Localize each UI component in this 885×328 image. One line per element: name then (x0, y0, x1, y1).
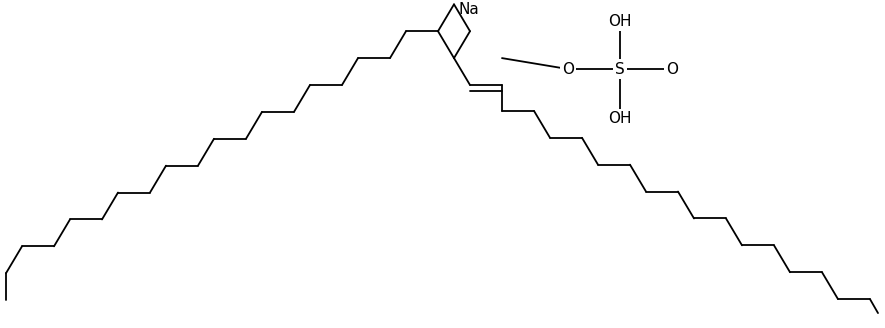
Text: OH: OH (608, 14, 632, 29)
Text: Na: Na (458, 2, 479, 17)
Text: O: O (562, 62, 574, 76)
Text: O: O (666, 62, 678, 76)
Text: S: S (615, 62, 625, 76)
Text: OH: OH (608, 112, 632, 126)
